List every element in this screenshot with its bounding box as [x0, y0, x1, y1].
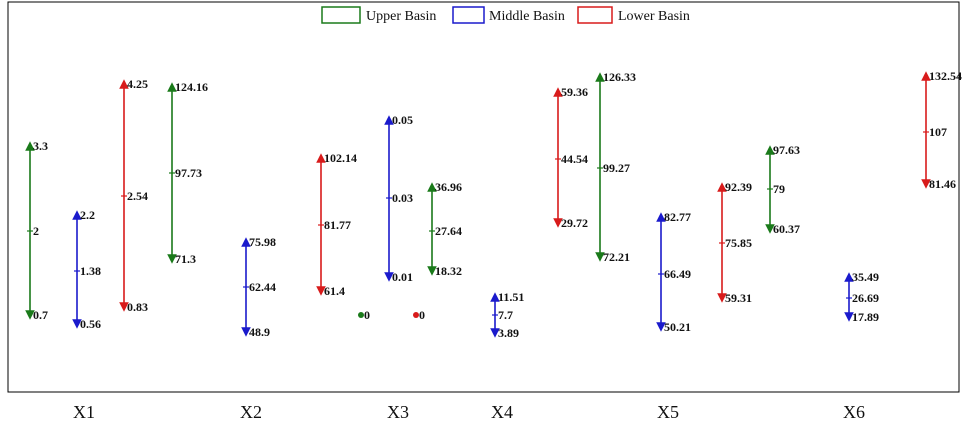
- interval-x3-s2-8-point: [413, 312, 419, 318]
- interval-x2-s0-3-min-label: 71.3: [175, 252, 196, 266]
- interval-x1-s2-2-max-label: 4.25: [127, 77, 148, 91]
- interval-x5-s0-12-min-label: 72.21: [603, 250, 630, 264]
- interval-x5-s1-13-min-label: 50.21: [664, 320, 691, 334]
- interval-x5-s0-15-min-label: 60.37: [773, 222, 800, 236]
- interval-x4-s0-9-min-label: 18.32: [435, 264, 462, 278]
- legend-swatch-2: [577, 6, 613, 24]
- legend-swatch-0: [321, 6, 361, 24]
- interval-x6-s2-17-max-label: 132.54: [929, 69, 962, 83]
- interval-x1-s1-1-mid-label: 1.38: [80, 264, 101, 278]
- interval-x2-s0-3-max-label: 124.16: [175, 80, 208, 94]
- interval-x2-s2-5-min-label: 61.4: [324, 284, 345, 298]
- interval-x2-s1-4-mid-label: 62.44: [249, 280, 276, 294]
- plot-frame: [7, 1, 960, 393]
- interval-x5-s0-15-mid-label: 79: [773, 182, 785, 196]
- interval-x5-s0-15-max-label: 97.63: [773, 143, 800, 157]
- interval-x4-s1-10-max-label: 11.51: [498, 290, 524, 304]
- interval-x5-s0-12-mid-label: 99.27: [603, 161, 630, 175]
- interval-x5-s1-13-mid-label: 66.49: [664, 267, 691, 281]
- interval-x1-s2-2-mid-label: 2.54: [127, 189, 148, 203]
- legend: Upper Basin Middle Basin Lower Basin: [321, 6, 690, 24]
- interval-x4-s2-11-max-label: 59.36: [561, 85, 588, 99]
- interval-x2-s2-5-max-label: 102.14: [324, 151, 357, 165]
- x-tick-label-x1: X1: [73, 402, 95, 422]
- interval-x2-s1-4-min-label: 48.9: [249, 325, 270, 339]
- interval-x3-s1-6-min-label: 0.01: [392, 270, 413, 284]
- interval-x3-s0-7-point: [358, 312, 364, 318]
- interval-x5-s1-13-max-label: 82.77: [664, 210, 691, 224]
- x-tick-label-x6: X6: [843, 402, 865, 422]
- x-tick-label-x2: X2: [240, 402, 262, 422]
- interval-x6-s1-16-max-label: 35.49: [852, 270, 879, 284]
- interval-marks: 3.3 2 0.7 2.2 1.38 0.56 4.25 2.54 0.83 124.16 97.7…: [25, 69, 962, 340]
- interval-x4-s1-10-min-label: 3.89: [498, 326, 519, 340]
- legend-label-1: Middle Basin: [489, 9, 565, 24]
- interval-x5-s0-12-max-label: 126.33: [603, 70, 636, 84]
- interval-x2-s0-3-mid-label: 97.73: [175, 166, 202, 180]
- interval-x1-s1-1-min-label: 0.56: [80, 317, 101, 331]
- legend-label-0: Upper Basin: [366, 9, 436, 24]
- interval-x1-s0-0-mid-label: 2: [33, 224, 39, 238]
- interval-x2-s2-5-mid-label: 81.77: [324, 218, 351, 232]
- interval-x4-s2-11-mid-label: 44.54: [561, 152, 588, 166]
- interval-x5-s2-14-mid-label: 75.85: [725, 236, 752, 250]
- interval-x5-s2-14-min-label: 59.31: [725, 291, 752, 305]
- interval-x1-s1-1-max-label: 2.2: [80, 208, 95, 222]
- interval-x3-s1-6-max-label: 0.05: [392, 113, 413, 127]
- interval-x4-s2-11-min-label: 29.72: [561, 216, 588, 230]
- x-tick-label-x4: X4: [491, 402, 513, 422]
- legend-swatch-1: [452, 6, 485, 24]
- interval-x2-s1-4-max-label: 75.98: [249, 235, 276, 249]
- interval-x4-s0-9-max-label: 36.96: [435, 180, 462, 194]
- interval-x6-s1-16-min-label: 17.89: [852, 310, 879, 324]
- interval-x1-s2-2-min-label: 0.83: [127, 300, 148, 314]
- interval-x5-s2-14-max-label: 92.39: [725, 180, 752, 194]
- interval-x1-s0-0-max-label: 3.3: [33, 139, 48, 153]
- legend-label-2: Lower Basin: [618, 9, 690, 24]
- x-tick-label-x3: X3: [387, 402, 409, 422]
- interval-x4-s1-10-mid-label: 7.7: [498, 308, 513, 322]
- x-axis-labels: X1 X2 X3 X4 X5 X6: [73, 402, 865, 422]
- interval-x6-s1-16-mid-label: 26.69: [852, 291, 879, 305]
- interval-x6-s2-17-min-label: 81.46: [929, 177, 956, 191]
- x-tick-label-x5: X5: [657, 402, 679, 422]
- interval-x6-s2-17-mid-label: 107: [929, 125, 947, 139]
- interval-x3-s0-7-mid-label: 0: [364, 308, 370, 322]
- interval-x3-s1-6-mid-label: 0.03: [392, 191, 413, 205]
- interval-x3-s2-8-mid-label: 0: [419, 308, 425, 322]
- interval-x1-s0-0-min-label: 0.7: [33, 308, 48, 322]
- interval-x4-s0-9-mid-label: 27.64: [435, 224, 462, 238]
